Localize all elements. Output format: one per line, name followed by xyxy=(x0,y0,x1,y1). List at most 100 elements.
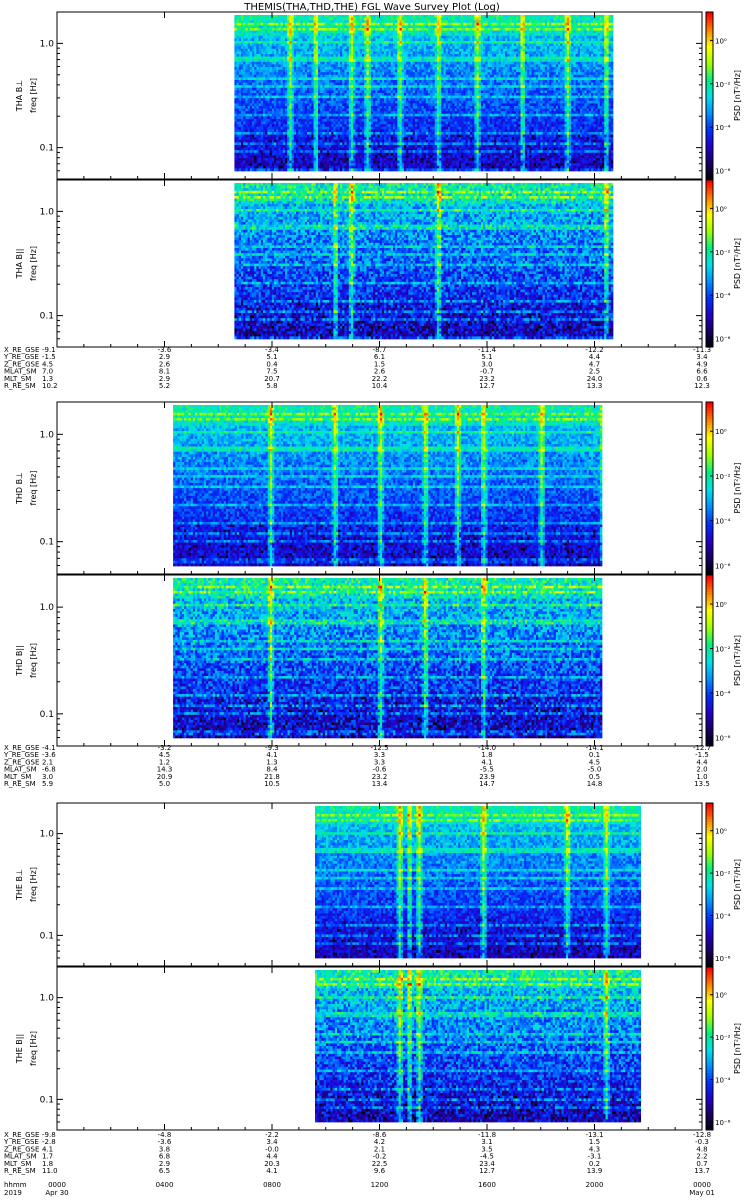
spectrogram-cell xyxy=(274,28,277,31)
spectrogram-cell xyxy=(300,33,303,36)
spectrogram-cell xyxy=(285,18,288,21)
spectrogram-cell xyxy=(507,25,510,28)
spectrogram-cell xyxy=(602,28,605,31)
spectrogram-cell xyxy=(285,36,288,39)
spectrogram-cell xyxy=(285,31,288,34)
spectrogram-cell xyxy=(582,25,585,28)
spectrogram-cell xyxy=(525,25,528,28)
spectrogram-cell xyxy=(459,25,462,28)
spectrogram-cell xyxy=(386,33,389,36)
spectrogram-cell xyxy=(325,31,328,34)
spectrogram-cell xyxy=(584,15,587,18)
spectrogram-cell xyxy=(408,23,411,26)
spectrogram-cell xyxy=(435,28,438,31)
spectrogram-cell xyxy=(422,20,425,23)
spectrogram-cell xyxy=(296,15,299,18)
spectrogram-cell xyxy=(305,33,308,36)
spectrogram-cell xyxy=(360,20,363,23)
spectrogram-cell xyxy=(320,25,323,28)
spectrogram-cell xyxy=(543,25,546,28)
spectrogram-cell xyxy=(267,33,270,36)
spectrogram-cell xyxy=(351,28,354,31)
spectrogram-cell xyxy=(287,18,290,21)
spectrogram-cell xyxy=(338,20,341,23)
spectrogram-cell xyxy=(470,28,473,31)
spectrogram-cell xyxy=(430,25,433,28)
spectrogram-cell xyxy=(283,15,286,18)
spectrogram-cell xyxy=(375,18,378,21)
spectrogram-cell xyxy=(450,25,453,28)
spectrogram-cell xyxy=(322,18,325,21)
spectrogram-cell xyxy=(567,31,570,34)
spectrogram-cell xyxy=(573,23,576,26)
spectrogram-cell xyxy=(576,18,579,21)
spectrogram-cell xyxy=(292,20,295,23)
spectrogram-cell xyxy=(556,28,559,31)
spectrogram-cell xyxy=(428,33,431,36)
spectrogram-cell xyxy=(512,31,515,34)
spectrogram-cell xyxy=(494,15,497,18)
spectrogram-cell xyxy=(532,25,535,28)
spectrogram-cell xyxy=(512,25,515,28)
spectrogram-cell xyxy=(422,33,425,36)
spectrogram-cell xyxy=(400,15,403,18)
spectrogram-cell xyxy=(342,31,345,34)
spectrogram-cell xyxy=(408,15,411,18)
spectrogram-cell xyxy=(241,15,244,18)
spectrogram-cell xyxy=(490,33,493,36)
spectrogram-cell xyxy=(263,33,266,36)
spectrogram-cell xyxy=(261,28,264,31)
spectrogram-cell xyxy=(325,23,328,26)
spectrogram-cell xyxy=(338,36,341,39)
spectrogram-cell xyxy=(472,28,475,31)
spectrogram-cell xyxy=(510,33,513,36)
spectrogram-cell xyxy=(435,25,438,28)
spectrogram-cell xyxy=(525,18,528,21)
spectrogram-cell xyxy=(248,20,251,23)
spectrogram-cell xyxy=(338,18,341,21)
spectrogram-cell xyxy=(274,23,277,26)
spectrogram-cell xyxy=(532,20,535,23)
spectrogram-cell xyxy=(551,31,554,34)
spectrogram-cell xyxy=(358,36,361,39)
spectrogram-cell xyxy=(395,31,398,34)
spectrogram-cell xyxy=(547,23,550,26)
spectrogram-cell xyxy=(534,25,537,28)
spectrogram-cell xyxy=(448,25,451,28)
spectrogram-cell xyxy=(424,33,427,36)
spectrogram-cell xyxy=(355,20,358,23)
spectrogram-cell xyxy=(375,36,378,39)
spectrogram-cell xyxy=(580,33,583,36)
spectrogram-cell xyxy=(507,15,510,18)
spectrogram-cell xyxy=(490,15,493,18)
spectrogram-cell xyxy=(340,18,343,21)
spectrogram-cell xyxy=(278,31,281,34)
spectrogram-cell xyxy=(362,31,365,34)
spectrogram-cell xyxy=(349,25,352,28)
spectrogram-cell xyxy=(422,15,425,18)
spectrogram-cell xyxy=(338,33,341,36)
spectrogram-cell xyxy=(496,15,499,18)
spectrogram-cell xyxy=(419,31,422,34)
spectrogram-cell xyxy=(270,28,273,31)
spectrogram-cell xyxy=(333,33,336,36)
spectrogram-cell xyxy=(373,18,376,21)
spectrogram-cell xyxy=(281,28,284,31)
spectrogram-cell xyxy=(327,20,330,23)
spectrogram-cell xyxy=(549,28,552,31)
spectrogram-cell xyxy=(283,31,286,34)
spectrogram-cell xyxy=(239,25,242,28)
spectrogram-cell xyxy=(413,23,416,26)
spectrogram-cell xyxy=(327,15,330,18)
spectrogram-cell xyxy=(322,15,325,18)
spectrogram-cell xyxy=(296,20,299,23)
spectrogram-cell xyxy=(426,33,429,36)
spectrogram-cell xyxy=(536,15,539,18)
spectrogram-cell xyxy=(367,33,370,36)
spectrogram-cell xyxy=(252,28,255,31)
spectrogram-cell xyxy=(444,33,447,36)
spectrogram-cell xyxy=(237,33,240,36)
spectrogram-cell xyxy=(426,31,429,34)
spectrogram-cell xyxy=(400,25,403,28)
spectrogram-cell xyxy=(353,36,356,39)
